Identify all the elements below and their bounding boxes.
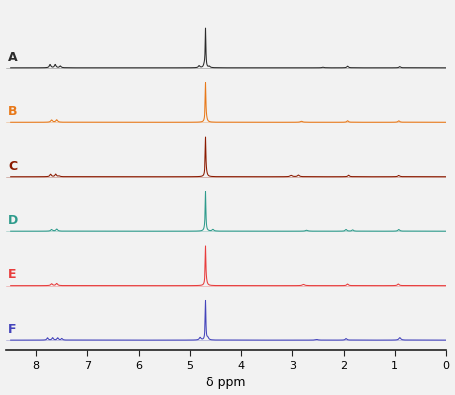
Text: B: B: [8, 105, 18, 118]
Text: A: A: [8, 51, 18, 64]
Text: F: F: [8, 323, 17, 336]
X-axis label: δ ppm: δ ppm: [206, 376, 246, 389]
Text: D: D: [8, 214, 18, 227]
Text: E: E: [8, 269, 17, 282]
Text: C: C: [8, 160, 17, 173]
